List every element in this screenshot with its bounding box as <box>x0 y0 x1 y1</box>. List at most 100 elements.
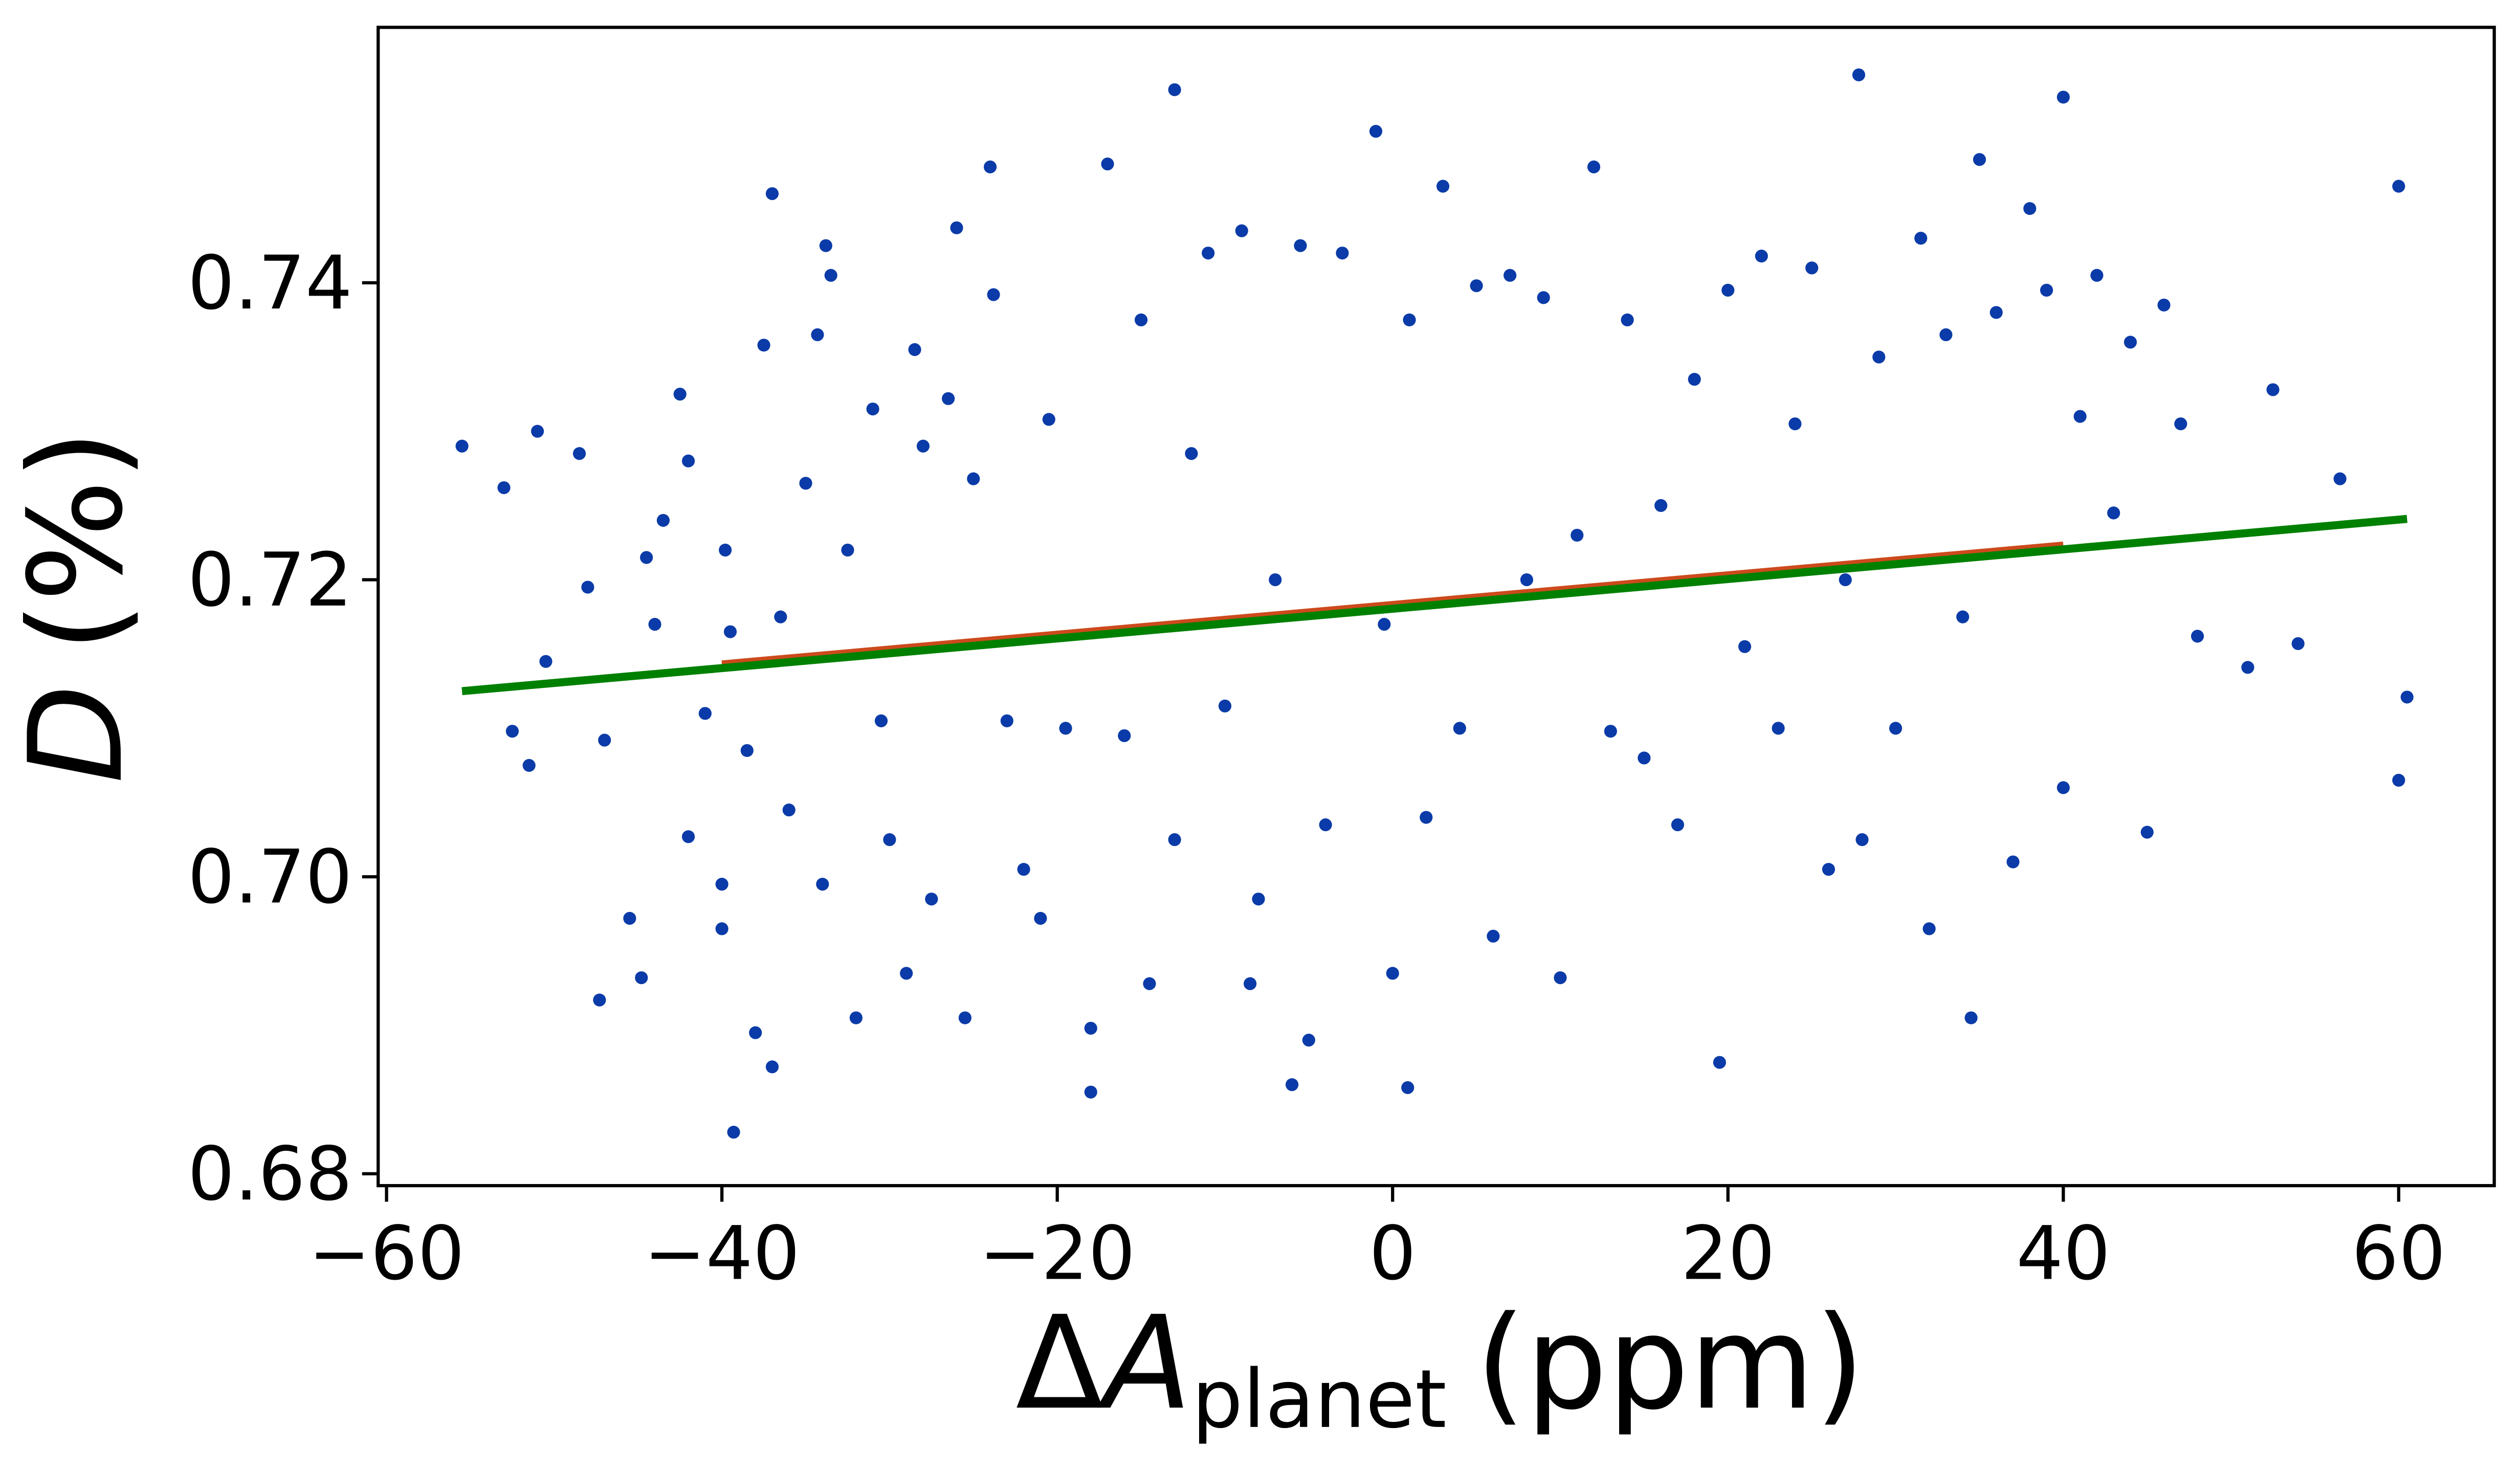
data-point <box>2333 472 2347 485</box>
data-point <box>682 830 695 843</box>
data-point <box>2090 269 2104 282</box>
data-point <box>2400 690 2414 704</box>
data-point <box>1964 1011 1978 1024</box>
data-point <box>2107 506 2120 520</box>
data-point <box>908 343 921 356</box>
data-point <box>1822 863 1836 876</box>
data-point <box>1134 313 1148 327</box>
data-point <box>539 655 552 668</box>
data-point <box>727 1126 740 1139</box>
x-tick-label: 40 <box>2016 1211 2110 1297</box>
data-point <box>1285 1078 1299 1091</box>
data-point <box>2023 202 2037 215</box>
data-point <box>1772 722 1785 735</box>
data-point <box>1084 1021 1097 1035</box>
data-point <box>455 439 469 453</box>
data-point <box>623 911 636 925</box>
data-point <box>1218 699 1232 712</box>
data-point <box>2073 410 2087 423</box>
data-point <box>1470 279 1483 293</box>
data-point <box>1520 573 1534 587</box>
x-label-unit: (ppm) <box>1475 1288 1865 1438</box>
data-point <box>1244 977 1257 990</box>
data-point <box>819 239 832 252</box>
data-point <box>967 472 980 485</box>
y-axis-label: D (%) <box>2 430 151 784</box>
x-label-symbol: A <box>1097 1288 1192 1438</box>
x-tick-label: 60 <box>2352 1211 2446 1297</box>
data-point <box>1202 247 1215 260</box>
data-point <box>1852 68 1866 81</box>
data-point <box>1839 573 1852 587</box>
data-point <box>1101 158 1114 171</box>
data-point <box>505 725 519 738</box>
data-point <box>774 610 787 623</box>
data-point <box>522 759 536 772</box>
data-point <box>1738 640 1752 653</box>
data-point <box>715 878 728 891</box>
data-point <box>1401 1081 1414 1095</box>
data-point <box>757 339 770 352</box>
y-label-symbol: D <box>2 684 151 784</box>
data-point <box>682 454 695 467</box>
data-point <box>648 618 661 631</box>
data-point <box>1973 153 1986 166</box>
data-point <box>1939 328 1953 342</box>
data-point <box>1638 751 1651 765</box>
data-point <box>1235 224 1248 237</box>
data-point <box>598 733 611 747</box>
data-point <box>1017 863 1030 876</box>
data-point <box>1319 818 1332 832</box>
fit-line <box>461 515 2407 696</box>
y-tick-label: 0.74 <box>188 240 352 326</box>
data-point <box>1872 350 1886 364</box>
data-point <box>1168 83 1181 96</box>
data-point <box>1252 893 1265 906</box>
data-point <box>874 714 888 727</box>
x-label-delta: Δ <box>1015 1288 1103 1438</box>
data-point <box>723 625 737 638</box>
data-point <box>531 425 544 438</box>
x-tick-label: −20 <box>979 1211 1135 1297</box>
data-point <box>1956 610 1970 623</box>
data-point <box>2006 855 2020 868</box>
y-tick-label: 0.68 <box>188 1131 352 1217</box>
data-point <box>782 803 795 817</box>
data-point <box>740 744 754 757</box>
y-label-unit: (%) <box>2 430 151 652</box>
data-point <box>1386 967 1399 980</box>
y-tick-label: 0.70 <box>188 835 352 921</box>
data-point <box>983 160 997 173</box>
data-point <box>1889 722 1903 735</box>
data-point <box>1336 247 1349 260</box>
data-point <box>1084 1085 1097 1099</box>
data-point <box>2140 826 2154 839</box>
data-point <box>883 833 896 846</box>
data-point <box>1302 1034 1315 1047</box>
data-point <box>1805 261 1819 275</box>
data-point <box>916 439 930 453</box>
data-point <box>593 993 606 1007</box>
data-point <box>1000 714 1013 727</box>
data-point <box>1294 239 1307 252</box>
data-point <box>1990 306 2003 319</box>
data-point <box>640 551 653 564</box>
data-point <box>1269 573 1282 587</box>
data-point <box>2057 91 2070 104</box>
data-point <box>987 288 1000 301</box>
data-point <box>2040 283 2053 297</box>
data-point <box>2191 630 2204 643</box>
data-point <box>1143 977 1156 990</box>
data-point <box>1914 232 1928 245</box>
data-point <box>900 967 913 980</box>
data-point <box>1788 417 1802 431</box>
data-point <box>1922 922 1936 935</box>
data-point <box>497 481 511 495</box>
data-point <box>1453 722 1466 735</box>
data-point <box>719 543 732 557</box>
data-point <box>1721 283 1735 297</box>
data-point <box>1621 313 1634 327</box>
data-point <box>635 971 648 985</box>
data-point <box>2157 298 2171 311</box>
